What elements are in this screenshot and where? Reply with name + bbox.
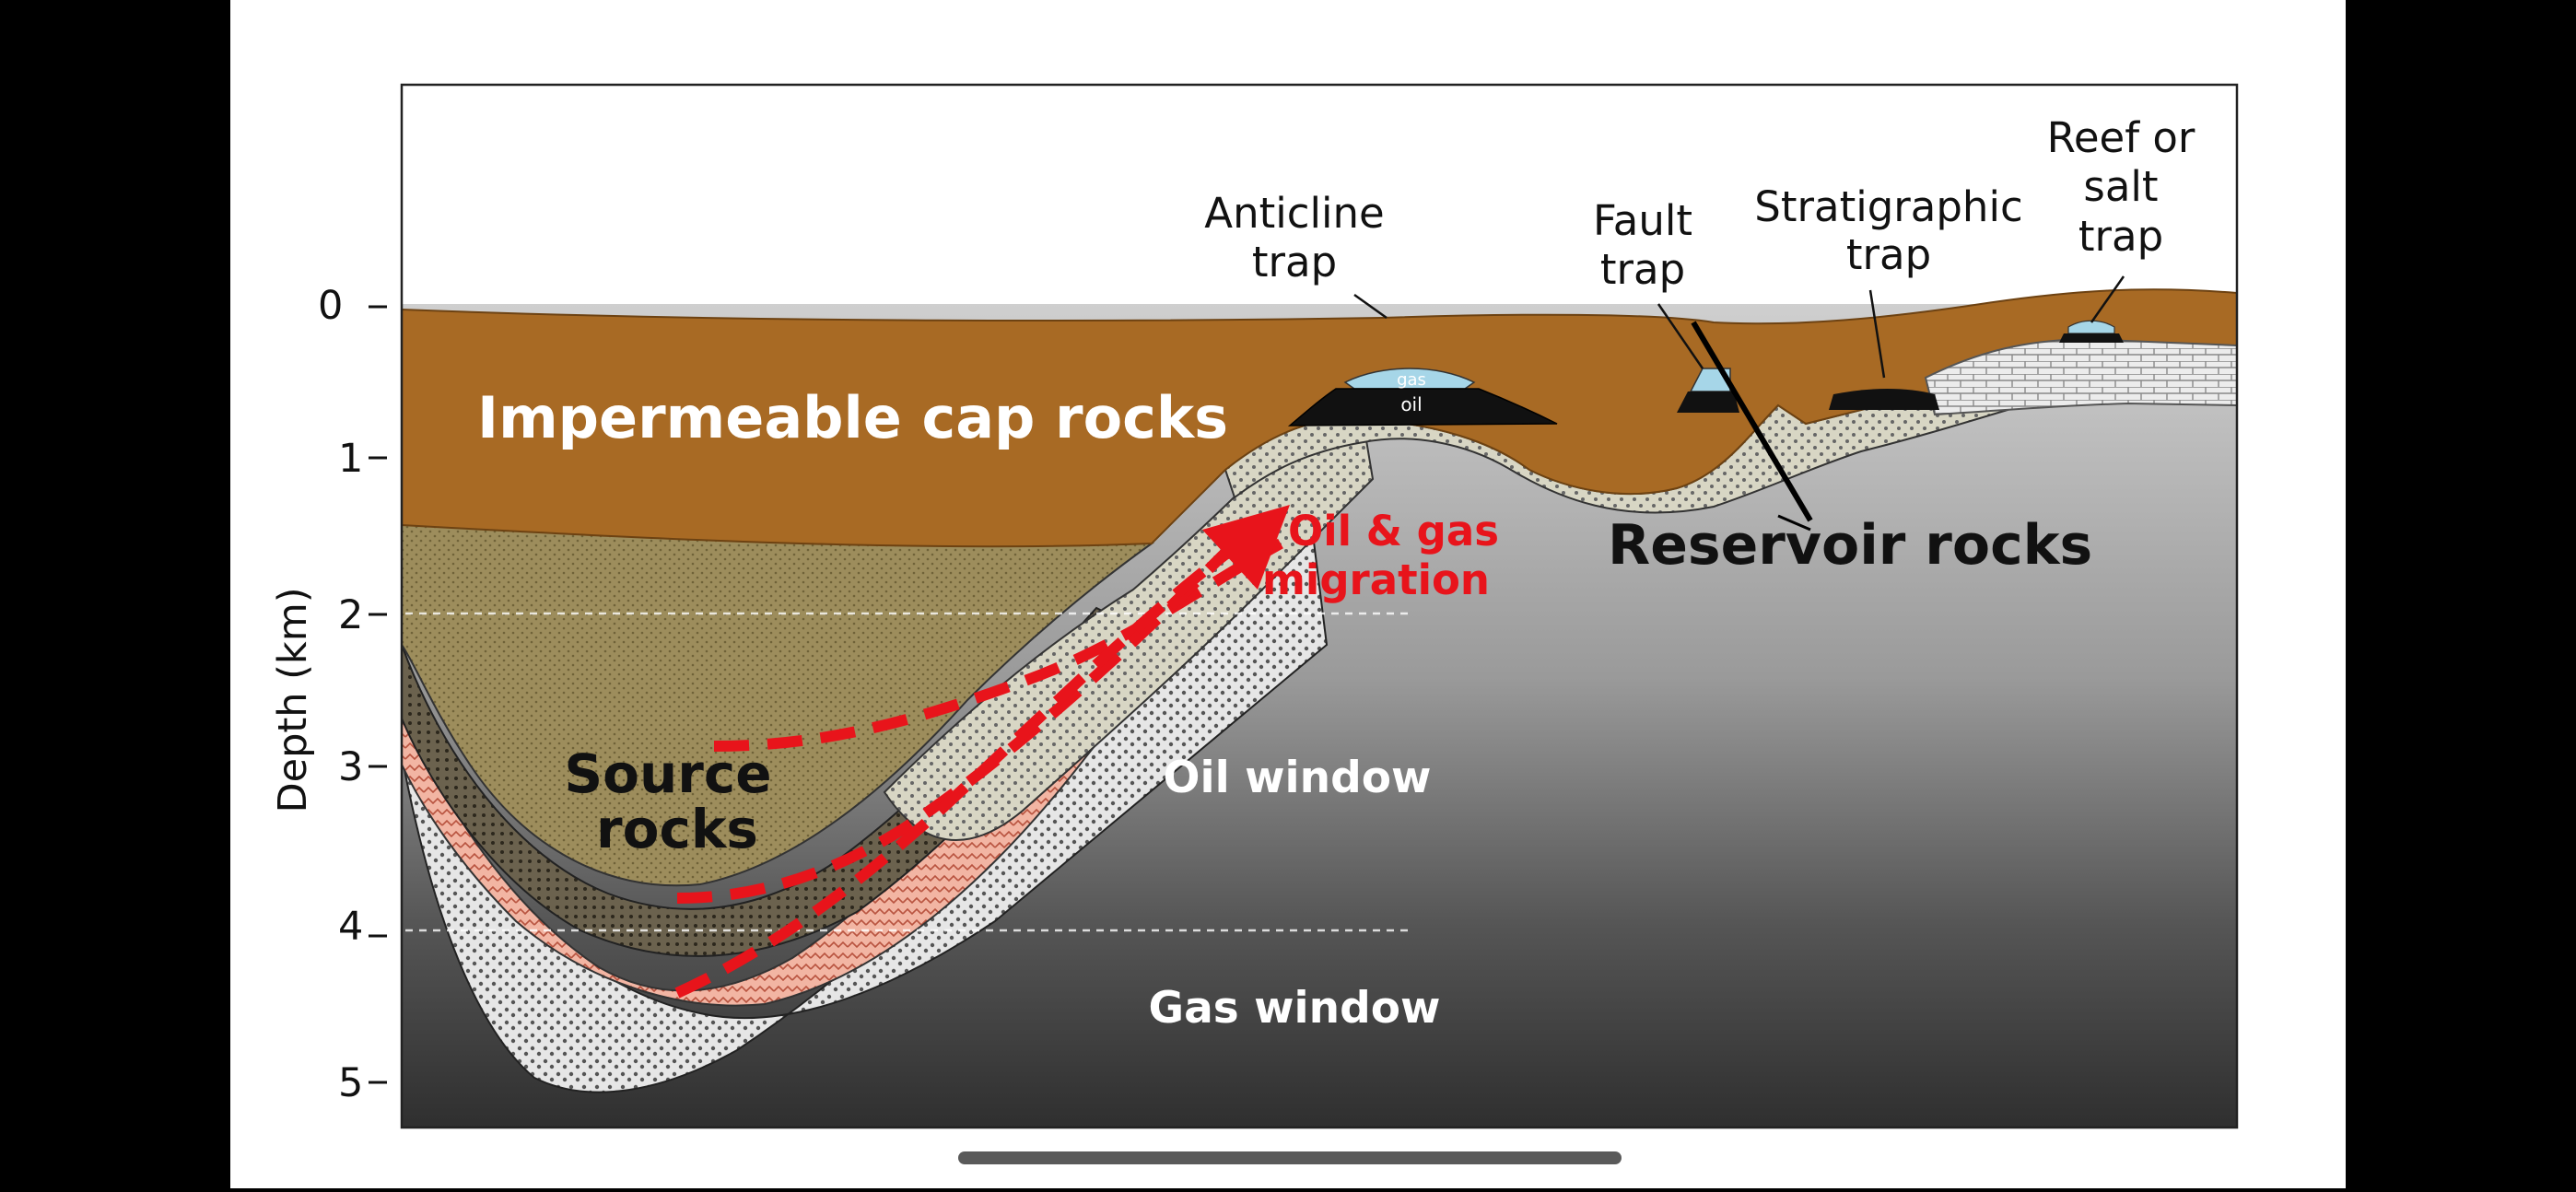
source-rock-fill [402, 514, 1154, 887]
oil-window-label: Oil window [1164, 753, 1432, 803]
oil-tag: oil [1400, 393, 1422, 415]
migration-label-2: migration [1262, 555, 1490, 604]
reef-label-1: Reef or [2047, 113, 2195, 162]
reef-label-3: trap [2078, 212, 2163, 261]
fault-label-2: trap [1600, 245, 1685, 294]
migration-label-1: Oil & gas [1288, 507, 1499, 555]
anticline-label-2: trap [1252, 238, 1337, 286]
migration-arrowhead [1202, 505, 1290, 590]
diagram-frame [400, 83, 2239, 1129]
home-indicator[interactable] [958, 1151, 1622, 1164]
gas-tag: gas [1397, 370, 1426, 390]
tick-5: 5 [338, 1060, 363, 1106]
strat-oil [1829, 389, 1939, 410]
axis-label: Depth (km) [270, 588, 316, 813]
reef-oil [2059, 333, 2124, 343]
migration-arrows [674, 530, 1283, 999]
strat-label-1: Stratigraphic [1754, 182, 2022, 231]
fault-line [1691, 321, 1813, 522]
anticline-oil [1287, 388, 1558, 427]
salt-dome [1924, 337, 2237, 416]
reservoir-leader [1777, 514, 1811, 532]
depth-axis: 0 1 2 3 4 5 Depth (km) [270, 283, 387, 1106]
cap-rocks-label: Impermeable cap rocks [477, 384, 1228, 451]
reef-label-2: salt [2083, 162, 2158, 211]
strat-label-2: trap [1846, 230, 1931, 279]
gas-window-label: Gas window [1149, 983, 1441, 1034]
reservoir-rocks-label: Reservoir rocks [1608, 513, 2092, 578]
tick-1: 1 [338, 436, 363, 482]
reef-gas [2067, 320, 2115, 334]
tick-0: 0 [318, 283, 343, 329]
anticline-gas [1343, 368, 1476, 390]
anticline-label-1: Anticline [1204, 189, 1384, 238]
source-rocks-label-2: rocks [596, 798, 758, 860]
fault-oil [1677, 391, 1739, 413]
fault-label-1: Fault [1593, 196, 1692, 245]
tick-3: 3 [338, 744, 363, 790]
tick-2: 2 [338, 592, 363, 638]
source-rocks-label-1: Source [564, 742, 771, 805]
tick-4: 4 [338, 904, 363, 950]
